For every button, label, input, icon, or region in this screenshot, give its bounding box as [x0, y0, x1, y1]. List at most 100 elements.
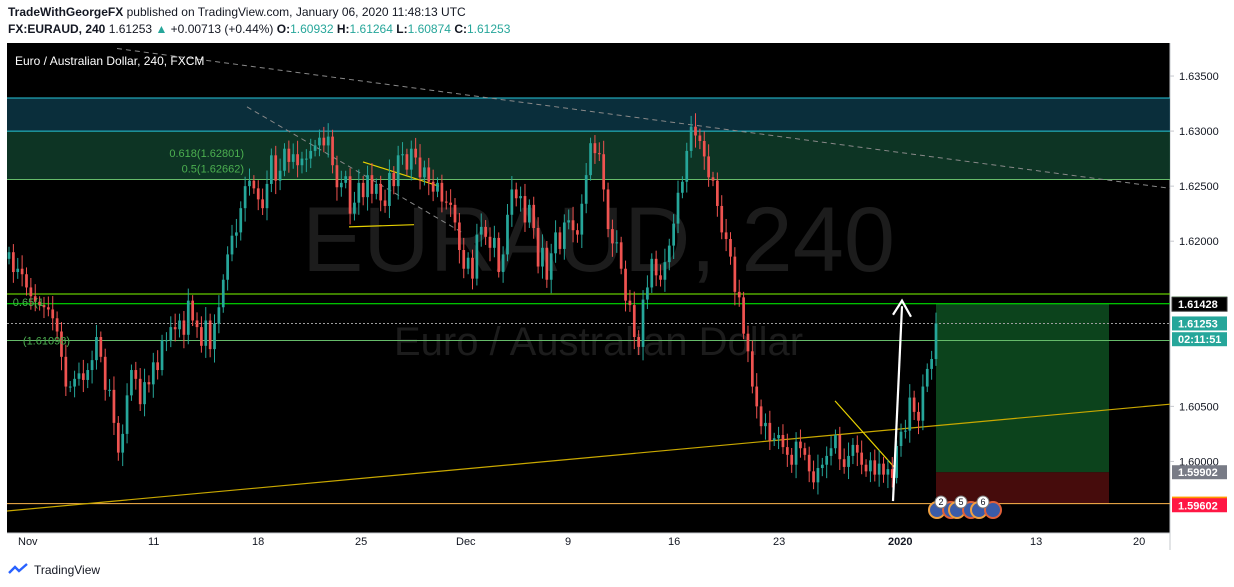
- author-name[interactable]: TradeWithGeorgeFX: [8, 5, 124, 19]
- y-tick-label: 1.63500: [1179, 71, 1219, 83]
- candle-body: [125, 395, 129, 434]
- event-badge-label: 2: [938, 497, 943, 507]
- candle-body: [606, 189, 610, 230]
- candle-body: [458, 222, 461, 251]
- candle-body: [562, 222, 566, 249]
- candle-body: [912, 397, 916, 412]
- candle-body: [379, 183, 383, 201]
- candle-body: [361, 182, 365, 198]
- y-tick-label: 1.62500: [1179, 181, 1219, 193]
- candle-body: [532, 204, 536, 228]
- candle-body: [834, 435, 837, 449]
- price-badge-label: 1.59602: [1178, 500, 1218, 512]
- candle-body: [414, 148, 418, 158]
- candle-body: [300, 158, 304, 166]
- tradingview-logo-icon: [8, 563, 28, 574]
- candle-body: [855, 444, 859, 453]
- x-tick-label: 9: [565, 536, 571, 548]
- candle-body: [431, 181, 435, 192]
- open-label: O:: [276, 22, 291, 36]
- candle-body: [527, 204, 531, 223]
- candle-body: [930, 359, 933, 369]
- candle-body: [195, 320, 199, 328]
- candle-body: [541, 247, 544, 267]
- price-axis-background: [1170, 43, 1231, 533]
- candle-body: [514, 189, 518, 199]
- candle-body: [25, 274, 28, 288]
- candle-body: [851, 444, 855, 456]
- candle-body: [471, 257, 474, 279]
- candle-body: [890, 469, 894, 478]
- candle-body: [405, 154, 409, 170]
- candle-body: [449, 202, 452, 205]
- candle-body: [681, 181, 684, 193]
- candle-body: [64, 356, 68, 387]
- candle-body: [173, 327, 177, 330]
- candle-body: [313, 145, 317, 151]
- candle-body: [353, 202, 356, 214]
- x-tick-label: 13: [1030, 536, 1042, 548]
- candle-body: [654, 258, 658, 276]
- candle-body: [248, 180, 251, 187]
- candle-body: [545, 247, 549, 280]
- candle-body: [99, 337, 103, 357]
- candle-body: [637, 337, 641, 347]
- candle-body: [611, 229, 614, 244]
- candle-body: [501, 254, 505, 273]
- publish-line: TradeWithGeorgeFX published on TradingVi…: [8, 5, 466, 19]
- candle-body: [191, 300, 195, 321]
- candle-body: [121, 433, 125, 453]
- candle-body: [160, 340, 164, 371]
- candle-body: [165, 340, 168, 342]
- candle-body: [213, 323, 216, 350]
- candle-body: [265, 183, 269, 209]
- candle-body: [291, 154, 295, 162]
- low-value: 1.60874: [407, 22, 451, 36]
- candle-body: [335, 165, 339, 188]
- candle-body: [348, 176, 352, 214]
- candle-body: [580, 203, 584, 235]
- fib-label: 0.618(1.62801): [169, 148, 244, 160]
- price-badge: [1172, 332, 1227, 347]
- candle-body: [711, 177, 715, 181]
- candle-body: [506, 214, 509, 255]
- candle-body: [55, 318, 59, 332]
- candle-body: [597, 153, 601, 155]
- candle-body: [777, 435, 780, 439]
- y-tick-label: 1.63000: [1179, 126, 1219, 138]
- candle-body: [396, 155, 400, 187]
- publish-info: published on TradingView.com, January 06…: [126, 5, 466, 19]
- tradingview-brand[interactable]: TradingView: [34, 563, 101, 577]
- candle-body: [475, 234, 479, 279]
- event-badge-label: 5: [958, 497, 963, 507]
- candle-body: [794, 441, 798, 465]
- watermark-name: Euro / Australian Dollar: [394, 320, 803, 364]
- event-badge-dot: [954, 495, 968, 509]
- candle-body: [724, 232, 728, 239]
- candle-body: [444, 201, 448, 203]
- candle-body: [812, 471, 815, 483]
- candle-body: [803, 448, 807, 455]
- candle-body: [436, 182, 439, 192]
- candle-body: [134, 370, 138, 379]
- candle-body: [869, 460, 872, 472]
- candle-body: [112, 389, 116, 423]
- candle-body: [108, 389, 111, 391]
- candle-body: [484, 226, 487, 237]
- price-badge-label: 1.59902: [1178, 467, 1218, 479]
- candle-body: [331, 136, 334, 166]
- candle-body: [842, 459, 846, 467]
- x-tick-label: 20: [1133, 536, 1145, 548]
- candle-body: [536, 227, 540, 267]
- candle-body: [479, 226, 483, 235]
- candle-body: [103, 356, 107, 390]
- candle-body: [256, 188, 260, 200]
- candle-body: [685, 150, 689, 182]
- fib-label: 0.5(1.62662): [182, 163, 244, 175]
- candle-body: [304, 158, 308, 160]
- price-chart[interactable]: EURAUD, 240 Euro / Australian Dollar 0.618…: [7, 43, 1231, 550]
- candle-body: [116, 422, 120, 453]
- candle-body: [466, 257, 470, 269]
- high-label: H:: [336, 22, 350, 36]
- watermark-symbol: EURAUD, 240: [302, 189, 895, 291]
